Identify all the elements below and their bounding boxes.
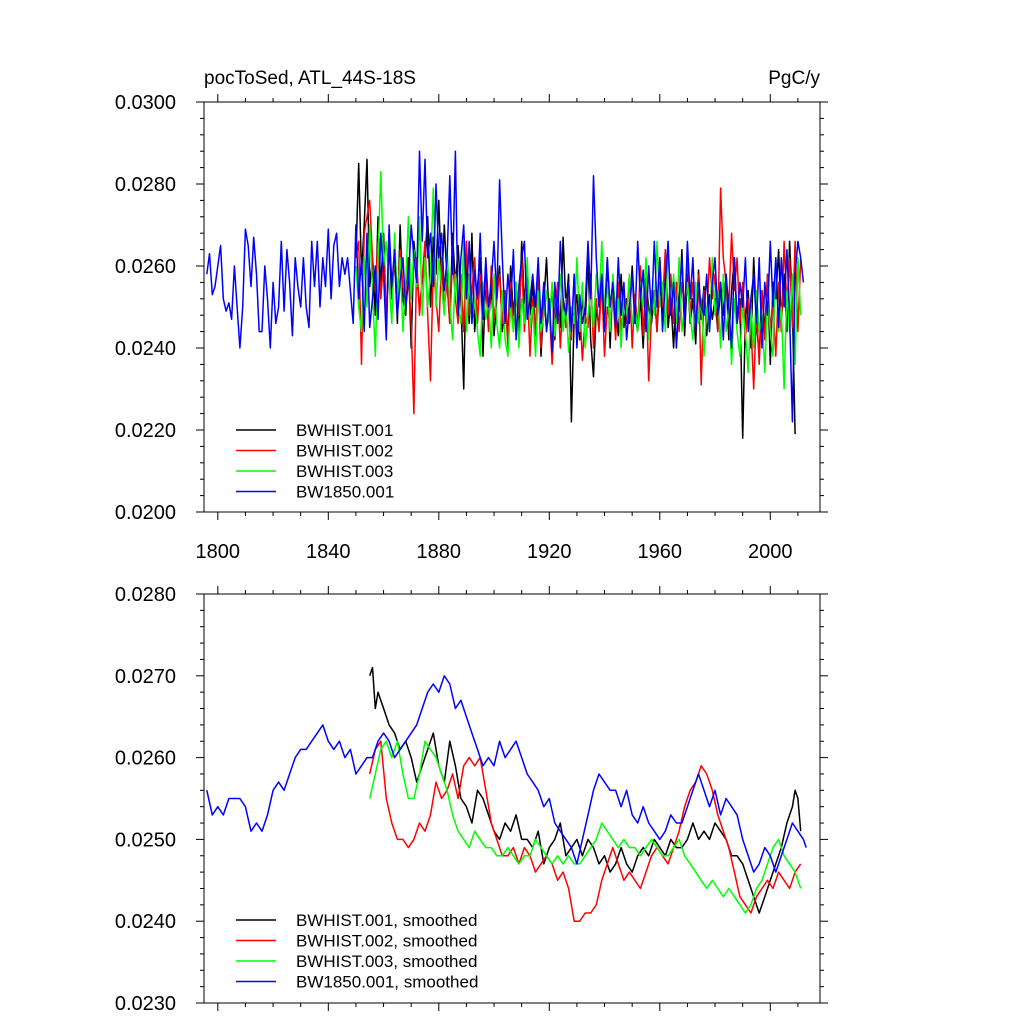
series-line-3: [355, 170, 802, 390]
series-group: [206, 666, 807, 922]
series-line-3: [368, 740, 802, 914]
legend-label: BW1850.001, smoothed: [296, 973, 478, 992]
plot-frame: [203, 101, 821, 513]
y-tick-label: 0.0220: [115, 420, 176, 442]
x-tick-label: 1960: [638, 541, 683, 563]
legend-label: BWHIST.001: [296, 421, 393, 440]
legend: BWHIST.001, smoothed BWHIST.002, smoothed…: [236, 911, 478, 992]
y-tick-label: 0.0250: [115, 829, 176, 851]
plot-frame: [203, 593, 821, 1004]
y-tick-label: 0.0240: [115, 338, 176, 360]
y-tick-label: 0.0240: [115, 911, 176, 933]
legend-label: BWHIST.002, smoothed: [296, 932, 477, 951]
y-tick-label: 0.0260: [115, 256, 176, 278]
series-line-1: [368, 666, 802, 914]
series-line-4: [206, 150, 805, 423]
legend-label: BWHIST.003, smoothed: [296, 952, 477, 971]
y-tick-label: 0.0260: [115, 748, 176, 770]
series-line-2: [368, 740, 802, 922]
x-tick-label: 1920: [527, 541, 572, 563]
legend-label: BWHIST.002: [296, 442, 393, 461]
bottom-panel: 0.0230 0.0240 0.0250 0.0260 0.0270 0.0280 BWHI…: [115, 584, 828, 1015]
x-tick-label: 1800: [196, 541, 241, 563]
y-tick-label: 0.0200: [115, 502, 176, 524]
y-tick-label: 0.0230: [115, 993, 176, 1015]
x-tick-label: 1840: [306, 541, 351, 563]
legend-label: BWHIST.001, smoothed: [296, 911, 477, 930]
y-tick-label: 0.0300: [115, 92, 176, 114]
legend-label: BW1850.001: [296, 483, 394, 502]
series-group: [206, 150, 805, 439]
panel-title-left: pocToSed, ATL_44S-18S: [204, 68, 416, 89]
y-tick-label: 0.0270: [115, 666, 176, 688]
x-tick-label: 2000: [748, 541, 793, 563]
y-tick-label: 0.0280: [115, 174, 176, 196]
panel-title-right: PgC/y: [768, 68, 820, 89]
y-tick-label: 0.0280: [115, 584, 176, 606]
x-tick-label: 1880: [417, 541, 462, 563]
legend-label: BWHIST.003: [296, 462, 393, 481]
top-panel: 0.0200 0.0220 0.0240 0.0260 0.0280 0.0300 1800…: [115, 92, 828, 563]
series-line-4: [206, 675, 807, 873]
